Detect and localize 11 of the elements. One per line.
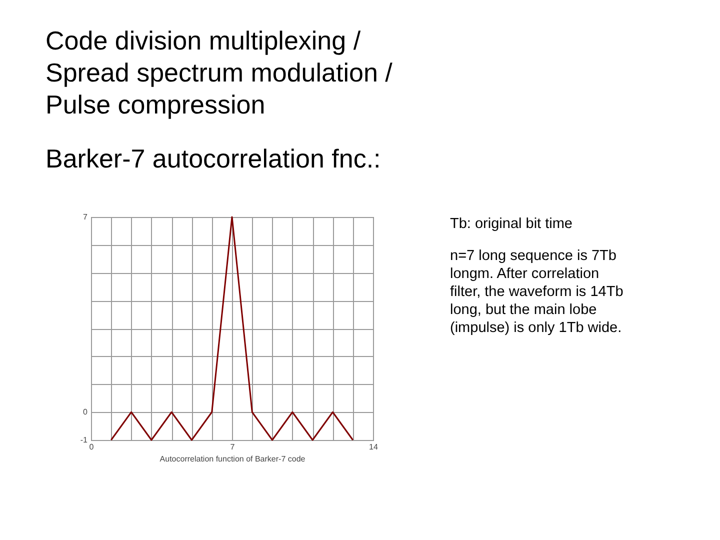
chart-subtitle: Barker-7 autocorrelation fnc.: (46, 144, 381, 174)
chart-title: Code division multiplexing / Spread spectrum modulation / Pulse compression (46, 26, 394, 120)
y-tick-label: -1 (80, 436, 88, 444)
y-tick-label: 7 (83, 212, 88, 222)
x-tick-label: 0 (89, 442, 94, 452)
text: n=7 long sequence is 7Tb longm. After correlation filter, the waveform is 14Tb long, but the main lobe (impulse) is only 1Tb wide. (450, 248, 624, 336)
x-tick-label: 14 (369, 442, 378, 452)
y-tick-label: 0 (83, 408, 88, 417)
x-axis-title: Autocorrelation function of Barker-7 code (160, 454, 306, 464)
x-tick-label: 7 (230, 442, 236, 452)
text: Tb: original bit time (450, 216, 572, 232)
